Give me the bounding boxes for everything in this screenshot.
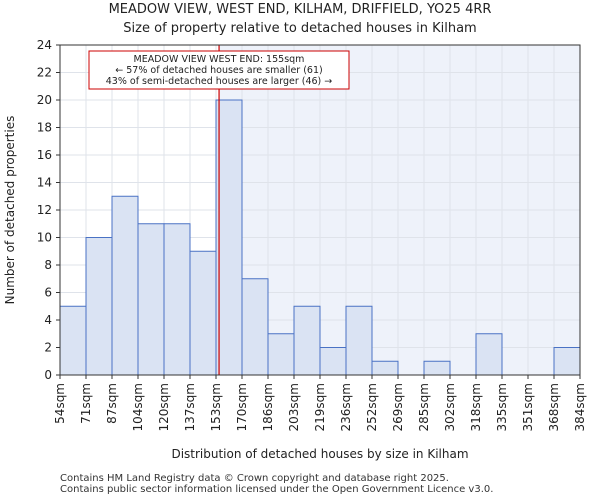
bar-137sqm xyxy=(189,250,217,376)
y-tick-label: 20 xyxy=(37,93,52,107)
annotation-line-3: 43% of semi-detached houses are larger (… xyxy=(106,76,333,87)
x-tick-labels: 54sqm 71sqm 87sqm 104sqm 120sqm 137sqm 153sqm 1… xyxy=(53,375,587,431)
y-tick-label: 8 xyxy=(44,258,52,272)
x-tick-label: 170sqm xyxy=(235,383,249,431)
chart-subtitle: Size of property relative to detached ho… xyxy=(123,21,477,36)
bar-219sqm xyxy=(319,347,347,376)
y-tick-label: 2 xyxy=(44,341,52,355)
x-tick-label: 71sqm xyxy=(79,383,93,424)
x-tick-label: 219sqm xyxy=(313,383,327,431)
bar-203sqm xyxy=(293,305,321,376)
x-tick-label: 186sqm xyxy=(261,383,275,431)
annotation-line-1: MEADOW VIEW WEST END: 155sqm xyxy=(134,54,305,65)
bar-104sqm xyxy=(137,223,165,376)
chart-title: MEADOW VIEW, WEST END, KILHAM, DRIFFIELD… xyxy=(108,2,492,17)
x-tick-label: 351sqm xyxy=(521,383,535,431)
y-tick-label: 10 xyxy=(37,231,52,245)
x-tick-label: 104sqm xyxy=(131,383,145,431)
x-tick-label: 302sqm xyxy=(443,383,457,431)
x-tick-label: 54sqm xyxy=(53,383,67,424)
x-axis-label: Distribution of detached houses by size … xyxy=(171,447,468,461)
bars xyxy=(59,99,581,376)
plot-frame xyxy=(59,44,581,376)
x-tick-label: 137sqm xyxy=(183,383,197,431)
x-tick-label: 236sqm xyxy=(339,383,353,431)
bar-285sqm xyxy=(423,360,451,376)
x-tick-label: 285sqm xyxy=(417,383,431,431)
y-tick-label: 24 xyxy=(37,38,52,52)
bar-236sqm xyxy=(345,305,373,376)
annotation-text: MEADOW VIEW WEST END: 155sqm← 57% of det… xyxy=(106,54,333,87)
y-tick-label: 14 xyxy=(37,176,52,190)
footer-line-1: Contains HM Land Registry data © Crown c… xyxy=(60,473,449,484)
x-tick-label: 384sqm xyxy=(573,383,587,431)
bar-54sqm xyxy=(59,305,87,376)
x-tick-label: 335sqm xyxy=(495,383,509,431)
bar-120sqm xyxy=(163,223,191,376)
x-tick-label: 252sqm xyxy=(365,383,379,431)
y-tick-label: 16 xyxy=(37,148,52,162)
bar-318sqm xyxy=(475,333,503,376)
x-tick-label: 153sqm xyxy=(209,383,223,431)
bar-186sqm xyxy=(267,333,295,376)
bar-71sqm xyxy=(85,237,113,376)
x-tick-label: 368sqm xyxy=(547,383,561,431)
y-axis-label: Number of detached properties xyxy=(3,116,17,305)
x-tick-label: 203sqm xyxy=(287,383,301,431)
footer-line-2: Contains public sector information licen… xyxy=(60,484,494,495)
bar-170sqm xyxy=(241,278,269,376)
y-tick-label: 12 xyxy=(37,203,52,217)
annotation-line-2: ← 57% of detached houses are smaller (61… xyxy=(115,65,322,76)
x-tick-label: 269sqm xyxy=(391,383,405,431)
x-tick-label: 318sqm xyxy=(469,383,483,431)
y-tick-label: 6 xyxy=(44,286,52,300)
bar-153sqm xyxy=(215,99,243,376)
bar-368sqm xyxy=(553,347,581,376)
y-tick-label: 0 xyxy=(44,368,52,382)
bar-252sqm xyxy=(371,360,399,376)
y-tick-label: 18 xyxy=(37,121,52,135)
annotation-box xyxy=(88,50,350,90)
y-tick-label: 4 xyxy=(44,313,52,327)
y-tick-label: 22 xyxy=(37,66,52,80)
x-tick-label: 120sqm xyxy=(157,383,171,431)
bar-87sqm xyxy=(111,195,139,376)
x-tick-label: 87sqm xyxy=(105,383,119,424)
